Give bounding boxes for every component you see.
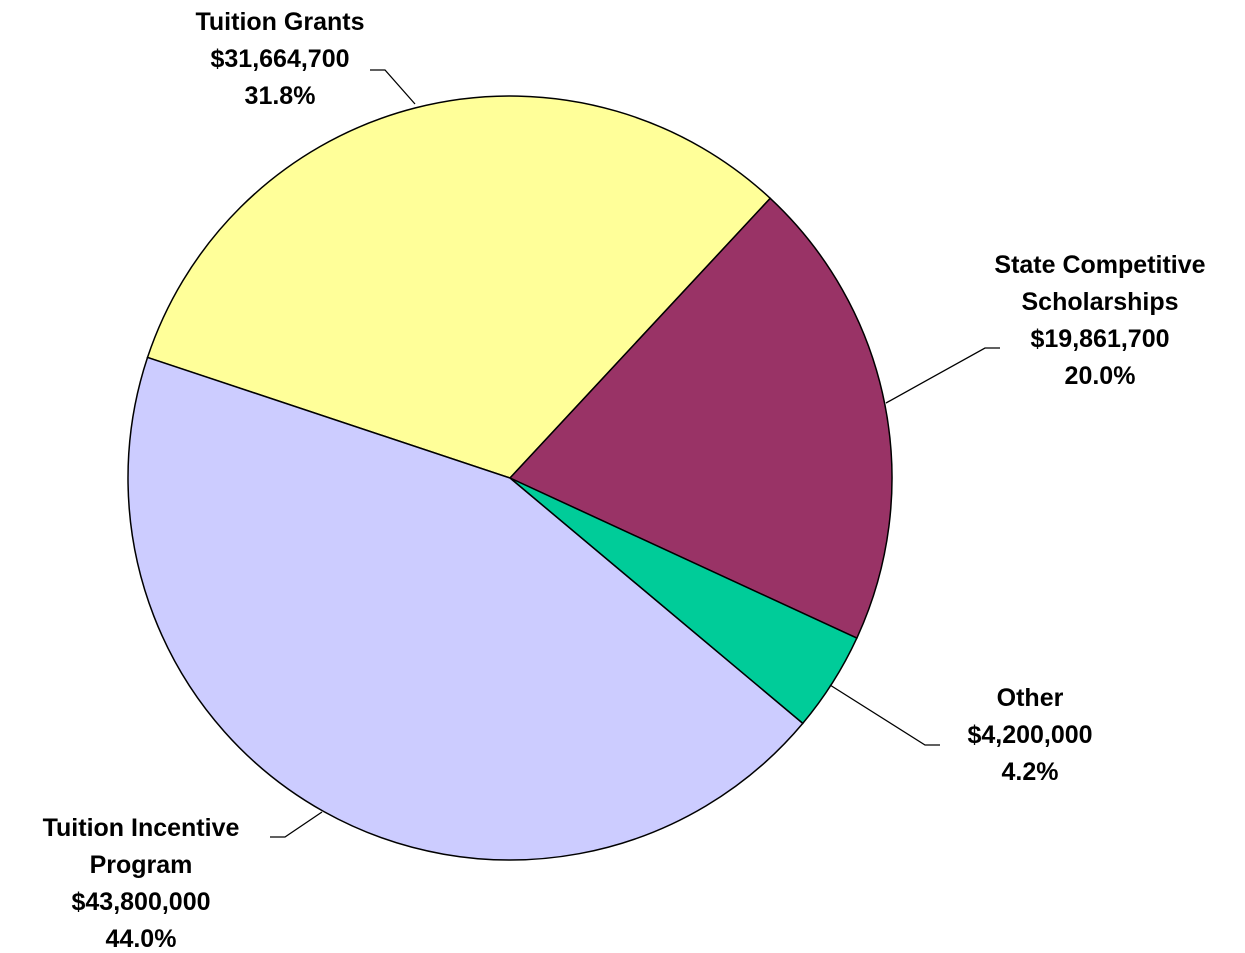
leader-line bbox=[885, 347, 1000, 404]
percent-label: 31.8% bbox=[244, 82, 316, 110]
slice-label: State Competitive Scholarships $19,861,70… bbox=[955, 247, 1245, 395]
leader-line bbox=[370, 69, 416, 105]
pie-slice bbox=[508, 197, 893, 640]
percent-label: 4.2% bbox=[1001, 758, 1059, 786]
leader-line bbox=[829, 684, 940, 746]
value-label: $4,200,000 bbox=[967, 721, 1093, 749]
category-label: Tuition Grants bbox=[195, 8, 365, 36]
value-label: $43,800,000 bbox=[71, 888, 211, 916]
slice-label: Tuition Incentive Program $43,800,000 44.0… bbox=[10, 810, 272, 953]
value-label: $19,861,700 bbox=[1030, 325, 1170, 353]
percent-label: 20.0% bbox=[1064, 362, 1136, 390]
pie-slice bbox=[127, 356, 804, 861]
category-label: Tuition Incentive Program bbox=[42, 814, 240, 879]
pie-slice bbox=[146, 95, 772, 479]
leader-line bbox=[270, 811, 323, 838]
category-label: State Competitive Scholarships bbox=[994, 251, 1206, 316]
category-label: Other bbox=[996, 684, 1064, 712]
value-label: $31,664,700 bbox=[210, 45, 350, 73]
slice-label: Other $4,200,000 4.2% bbox=[930, 680, 1130, 791]
percent-label: 44.0% bbox=[105, 925, 177, 953]
slice-label: Tuition Grants $31,664,700 31.8% bbox=[130, 4, 430, 115]
